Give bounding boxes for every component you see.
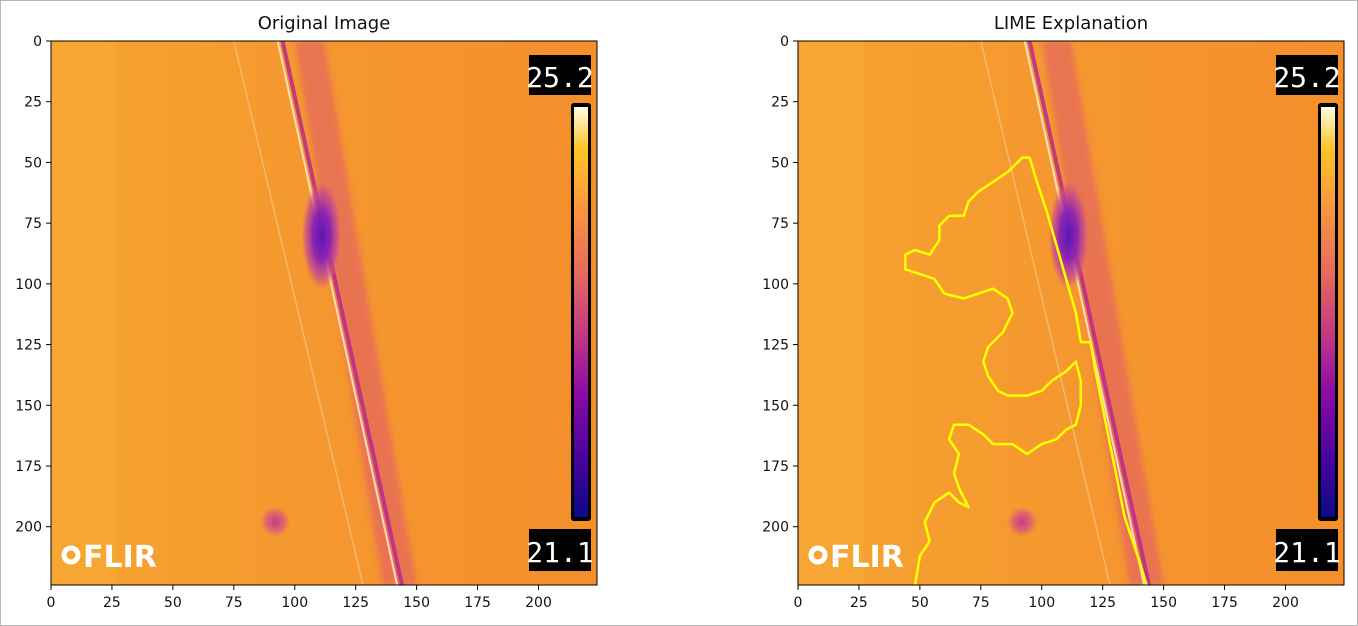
original-x-tick-label: 75	[225, 595, 243, 611]
lime-panel: 25.2 21.1 FLIR 0 25 50 75 100 125 150 175 200 0 25 50 7…	[762, 13, 1345, 611]
original-x-tick-label: 25	[103, 595, 121, 611]
lime-x-tick-label: 75	[972, 595, 990, 611]
lime-y-tick-label: 100	[762, 277, 789, 293]
original-y-tick-label: 125	[15, 338, 42, 354]
original-max-label-box	[529, 55, 591, 95]
lime-x-tick-label: 175	[1211, 595, 1238, 611]
original-seam-dark-line	[280, 41, 404, 585]
lime-cold-spot	[1048, 180, 1089, 291]
lime-max-temp: 25.2	[1273, 61, 1340, 94]
lime-y-tick-label: 75	[771, 216, 789, 232]
original-x-tick-label: 50	[164, 595, 182, 611]
lime-seam-band	[1041, 41, 1164, 585]
lime-y-tick-label: 125	[762, 338, 789, 354]
lime-cold-dot	[1006, 505, 1039, 538]
original-y-tick-label: 75	[24, 216, 42, 232]
original-edge-line	[233, 41, 364, 585]
lime-thermal-image: 25.2 21.1 FLIR	[798, 41, 1344, 585]
lime-axes-frame	[797, 40, 1345, 586]
original-colour-scale	[574, 107, 588, 517]
lime-y-tick-label: 150	[762, 398, 789, 414]
lime-colour-scale	[1321, 107, 1335, 517]
lime-y-tick-label: 200	[762, 520, 789, 536]
original-y-tick-label: 150	[15, 398, 42, 414]
lime-x-tick-label: 50	[911, 595, 929, 611]
lime-edge-line	[980, 41, 1111, 585]
original-x-tick-label: 100	[281, 595, 308, 611]
lime-y-tick-label: 50	[771, 155, 789, 171]
lime-x-tick-label: 200	[1272, 595, 1299, 611]
lime-seam-light-line	[1023, 41, 1146, 585]
original-x-tick-label: 200	[525, 595, 552, 611]
original-cold-dot	[259, 505, 292, 538]
lime-flir-logo-text: FLIR	[830, 540, 904, 575]
original-y-tick-label: 175	[15, 459, 42, 475]
original-x-tick-label: 125	[342, 595, 369, 611]
original-y-tick-label: 0	[33, 34, 42, 50]
lime-lime-boundary	[904, 156, 1148, 585]
lime-x-tick-label: 150	[1150, 595, 1177, 611]
lime-y-tick-label: 25	[771, 95, 789, 111]
original-y-tick-label: 25	[24, 95, 42, 111]
lime-x-tick-label: 125	[1089, 595, 1116, 611]
original-x-tick-label: 150	[403, 595, 430, 611]
original-flir-logo-mark	[61, 545, 81, 565]
original-max-temp: 25.2	[526, 61, 593, 94]
original-axes-frame	[50, 40, 598, 586]
lime-y-tick-label: 175	[762, 459, 789, 475]
lime-seam-dark-line	[1027, 41, 1151, 585]
lime-title: LIME Explanation	[994, 13, 1148, 34]
original-seam-band	[294, 41, 417, 585]
original-min-label-box	[529, 529, 591, 571]
lime-x-tick-label: 25	[850, 595, 868, 611]
original-title: Original Image	[258, 13, 391, 34]
original-y-tick-label: 100	[15, 277, 42, 293]
lime-y-tick-label: 0	[780, 34, 789, 50]
original-x-tick-label: 0	[47, 595, 56, 611]
lime-x-tick-label: 100	[1028, 595, 1055, 611]
original-thermal-image: 25.2 21.1 FLIR	[51, 41, 597, 585]
original-y-tick-label: 50	[24, 155, 42, 171]
original-cold-spot	[301, 180, 342, 291]
lime-flir-logo-mark	[808, 545, 828, 565]
original-flir-logo-text: FLIR	[83, 540, 157, 575]
original-warm-edge	[51, 41, 117, 585]
original-y-tick-label: 200	[15, 520, 42, 536]
lime-warm-edge	[798, 41, 864, 585]
original-seam-light-line	[276, 41, 399, 585]
original-panel: 25.2 21.1 FLIR 0 25 50 75 100 125 150 175 200 0 25 50 7…	[15, 13, 598, 611]
lime-min-temp: 21.1	[1273, 536, 1340, 569]
lime-max-label-box	[1276, 55, 1338, 95]
lime-x-tick-label: 0	[794, 595, 803, 611]
original-min-temp: 21.1	[526, 536, 593, 569]
original-x-tick-label: 175	[464, 595, 491, 611]
lime-min-label-box	[1276, 529, 1338, 571]
